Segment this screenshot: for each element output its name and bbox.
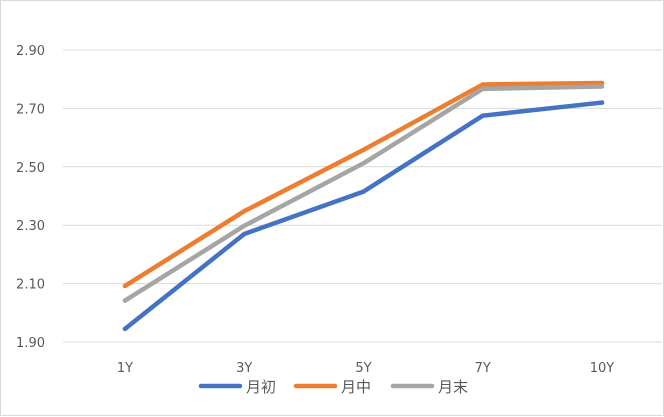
data-point [599, 84, 605, 89]
data-point [361, 147, 366, 153]
x-tick-label: 10Y [590, 361, 615, 376]
data-point [242, 231, 247, 237]
y-tick-label: 2.70 [16, 102, 45, 117]
data-point [480, 113, 485, 118]
data-point [599, 80, 605, 86]
data-point [242, 208, 247, 214]
data-point [242, 223, 247, 228]
data-point [599, 100, 605, 105]
x-tick-label: 3Y [236, 361, 252, 376]
y-tick-label: 1.90 [16, 336, 45, 351]
legend-label-2: 月末 [438, 378, 468, 396]
data-point [480, 86, 485, 92]
y-tick-label: 2.50 [16, 161, 45, 176]
legend: 月初 月中 月末 [198, 378, 468, 396]
data-point [122, 298, 128, 303]
x-axis-ticks: 1Y 3Y 5Y 7Y 10Y [117, 361, 614, 376]
data-point [122, 326, 128, 332]
y-tick-label: 2.10 [16, 278, 45, 293]
y-tick-label: 2.30 [16, 219, 45, 234]
x-tick-label: 1Y [117, 361, 133, 376]
x-tick-label: 7Y [475, 361, 491, 376]
data-point [361, 189, 366, 194]
data-point [361, 161, 366, 166]
data-point [122, 283, 128, 289]
legend-label-0: 月初 [246, 378, 276, 396]
y-axis-ticks: 1.90 2.10 2.30 2.50 2.70 2.90 [16, 44, 45, 351]
y-tick-label: 2.90 [16, 44, 45, 59]
grid-layer [63, 49, 662, 343]
x-tick-label: 5Y [355, 361, 371, 376]
series-layer [122, 80, 605, 332]
data-point [480, 82, 485, 87]
series-line-0 [122, 100, 605, 332]
legend-label-1: 月中 [341, 378, 371, 396]
